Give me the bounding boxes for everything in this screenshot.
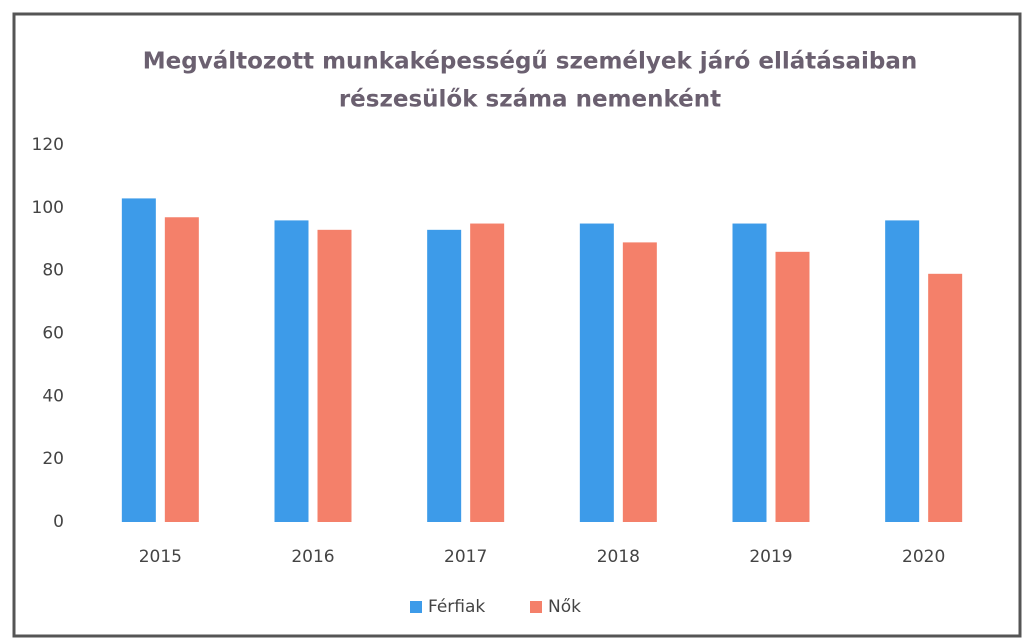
x-tick-label: 2015 bbox=[139, 547, 182, 567]
y-tick-label: 60 bbox=[42, 324, 64, 344]
legend-label: Férfiak bbox=[428, 597, 485, 617]
x-tick-label: 2020 bbox=[902, 547, 945, 567]
legend-label: Nők bbox=[548, 597, 581, 617]
bar bbox=[427, 229, 462, 522]
frame bbox=[12, 12, 1022, 638]
y-tick-label: 120 bbox=[32, 135, 64, 155]
y-tick-label: 100 bbox=[32, 198, 64, 218]
x-tick-label: 2019 bbox=[749, 547, 792, 567]
legend-swatch bbox=[530, 601, 542, 613]
bar bbox=[885, 220, 920, 522]
bar bbox=[274, 220, 309, 522]
chart-title: részesülők száma nemenként bbox=[339, 87, 721, 113]
bar bbox=[317, 229, 352, 522]
bar bbox=[121, 198, 156, 523]
legend-swatch bbox=[410, 601, 422, 613]
bar bbox=[579, 223, 614, 522]
bar bbox=[622, 242, 657, 522]
y-tick-label: 40 bbox=[42, 386, 64, 406]
bar bbox=[775, 251, 810, 523]
x-tick-label: 2016 bbox=[291, 547, 334, 567]
bar bbox=[732, 223, 767, 522]
x-tick-label: 2018 bbox=[597, 547, 640, 567]
y-tick-label: 20 bbox=[42, 449, 64, 469]
y-tick-label: 80 bbox=[42, 261, 64, 281]
y-tick-label: 0 bbox=[53, 512, 64, 532]
bar bbox=[928, 273, 963, 522]
chart-title: Megváltozott munkaképességű személyek já… bbox=[143, 49, 917, 75]
bar bbox=[164, 217, 199, 522]
bar bbox=[470, 223, 505, 522]
x-tick-label: 2017 bbox=[444, 547, 487, 567]
